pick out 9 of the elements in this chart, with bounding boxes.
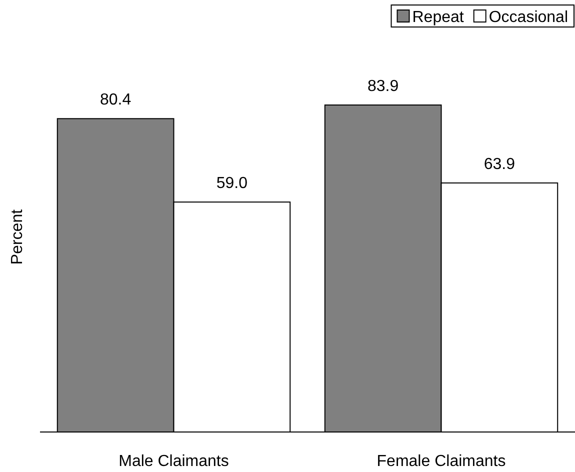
legend-label: Occasional [488, 9, 568, 26]
data-label: 59.0 [216, 175, 248, 192]
x-tick-label: Female Claimants [376, 453, 506, 470]
x-tick-label: Male Claimants [118, 453, 229, 470]
data-label: 63.9 [484, 156, 516, 173]
y-axis-title: Percent [9, 208, 26, 265]
data-label: 80.4 [100, 92, 132, 109]
data-label: 83.9 [368, 78, 399, 95]
legend-label: Repeat [412, 9, 464, 26]
